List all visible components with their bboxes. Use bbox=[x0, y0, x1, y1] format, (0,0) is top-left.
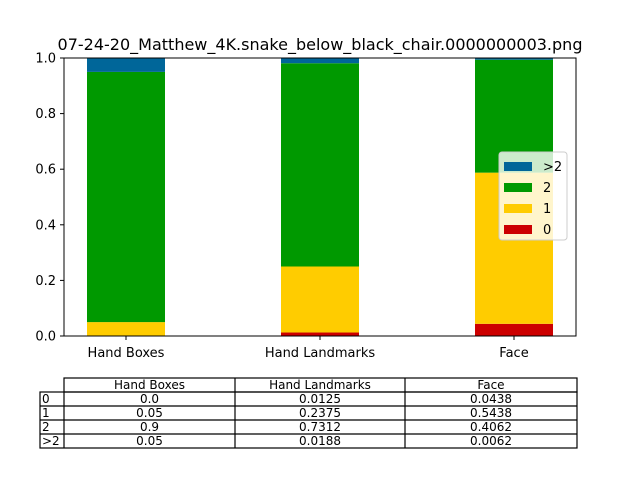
table-cell: 0.0 bbox=[140, 392, 159, 406]
y-tick-label: 0.2 bbox=[35, 274, 56, 289]
bar-hand-boxes-gt2 bbox=[87, 58, 165, 72]
bar-hand-boxes-2 bbox=[87, 71, 165, 323]
table-cell: 0.0062 bbox=[470, 434, 512, 448]
y-tick-label: 0.4 bbox=[35, 218, 56, 233]
bar-face-0 bbox=[475, 323, 553, 336]
bar-hand-landmarks-2 bbox=[281, 63, 359, 267]
bar-hand-landmarks-1 bbox=[281, 266, 359, 333]
table-row-label: 2 bbox=[42, 420, 50, 434]
y-tick-label: 1.0 bbox=[35, 52, 56, 67]
table-cell: 0.0125 bbox=[299, 392, 341, 406]
legend-label-gt2: >2 bbox=[543, 160, 562, 175]
x-tick-label: Hand Boxes bbox=[88, 346, 165, 361]
bar-hand-landmarks-gt2 bbox=[281, 58, 359, 64]
table-row-label: 0 bbox=[42, 392, 50, 406]
bar-hand-boxes-1 bbox=[87, 322, 165, 336]
table-col-header: Hand Boxes bbox=[114, 378, 185, 392]
table-cell: 0.05 bbox=[136, 434, 163, 448]
table-cell: 0.05 bbox=[136, 406, 163, 420]
legend-label-2: 2 bbox=[543, 181, 551, 196]
legend-box bbox=[498, 151, 568, 241]
axes-layer: 0.0 0.2 0.4 0.6 0.8 1.0 Hand Boxes Hand Landmar… bbox=[35, 52, 577, 361]
table-col-header: Hand Landmarks bbox=[269, 378, 371, 392]
table-cell: 0.4062 bbox=[470, 420, 512, 434]
legend-swatch-2 bbox=[504, 183, 532, 192]
legend-swatch-0 bbox=[504, 225, 532, 234]
legend-label-0: 0 bbox=[543, 223, 551, 238]
x-tick-label: Hand Landmarks bbox=[265, 346, 376, 361]
bar-hand-landmarks-0 bbox=[281, 332, 359, 336]
y-tick-label: 0.8 bbox=[35, 107, 56, 122]
table-cell: 0.9 bbox=[140, 420, 159, 434]
table-cell: 0.0188 bbox=[299, 434, 341, 448]
y-tick-label: 0.6 bbox=[35, 163, 56, 178]
legend-swatch-1 bbox=[504, 204, 532, 213]
table-row-label: 1 bbox=[42, 406, 50, 420]
bar-face-gt2 bbox=[475, 58, 553, 60]
table-col-header: Face bbox=[477, 378, 504, 392]
bars-layer bbox=[87, 58, 553, 336]
table-cell: 0.5438 bbox=[470, 406, 512, 420]
table-cell: 0.2375 bbox=[299, 406, 341, 420]
legend-label-1: 1 bbox=[543, 202, 551, 217]
table-row-label: >2 bbox=[42, 434, 60, 448]
y-tick-label: 0.0 bbox=[35, 330, 56, 345]
table-cell: 0.7312 bbox=[299, 420, 341, 434]
x-tick-label: Face bbox=[499, 346, 528, 361]
chart-title: 07-24-20_Matthew_4K.snake_below_black_ch… bbox=[58, 35, 583, 55]
legend: >2 2 1 0 bbox=[498, 151, 568, 241]
table-cell: 0.0438 bbox=[470, 392, 512, 406]
legend-swatch-gt2 bbox=[504, 162, 532, 171]
